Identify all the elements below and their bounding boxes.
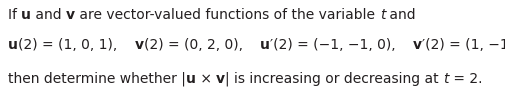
Text: u: u	[21, 8, 31, 22]
Text: t: t	[443, 72, 448, 86]
Text: If: If	[8, 8, 21, 22]
Text: | is increasing or decreasing at: | is increasing or decreasing at	[225, 72, 443, 87]
Text: u: u	[186, 72, 196, 86]
Text: u: u	[8, 38, 18, 52]
Text: u: u	[260, 38, 270, 52]
Text: = 2.: = 2.	[448, 72, 482, 86]
Text: v: v	[413, 38, 422, 52]
Text: then determine whether |: then determine whether |	[8, 72, 186, 87]
Text: (2) = (0, 2, 0),: (2) = (0, 2, 0),	[143, 38, 260, 52]
Text: v: v	[216, 72, 225, 86]
Text: ×: ×	[196, 72, 216, 86]
Text: ′(2) = (1, −1, 2),: ′(2) = (1, −1, 2),	[422, 38, 505, 52]
Text: t: t	[380, 8, 385, 22]
Text: and: and	[31, 8, 66, 22]
Text: are vector-valued functions of the variable: are vector-valued functions of the varia…	[75, 8, 380, 22]
Text: and: and	[385, 8, 416, 22]
Text: v: v	[135, 38, 143, 52]
Text: (2) = (1, 0, 1),: (2) = (1, 0, 1),	[18, 38, 135, 52]
Text: ′(2) = (−1, −1, 0),: ′(2) = (−1, −1, 0),	[270, 38, 413, 52]
Text: v: v	[66, 8, 75, 22]
